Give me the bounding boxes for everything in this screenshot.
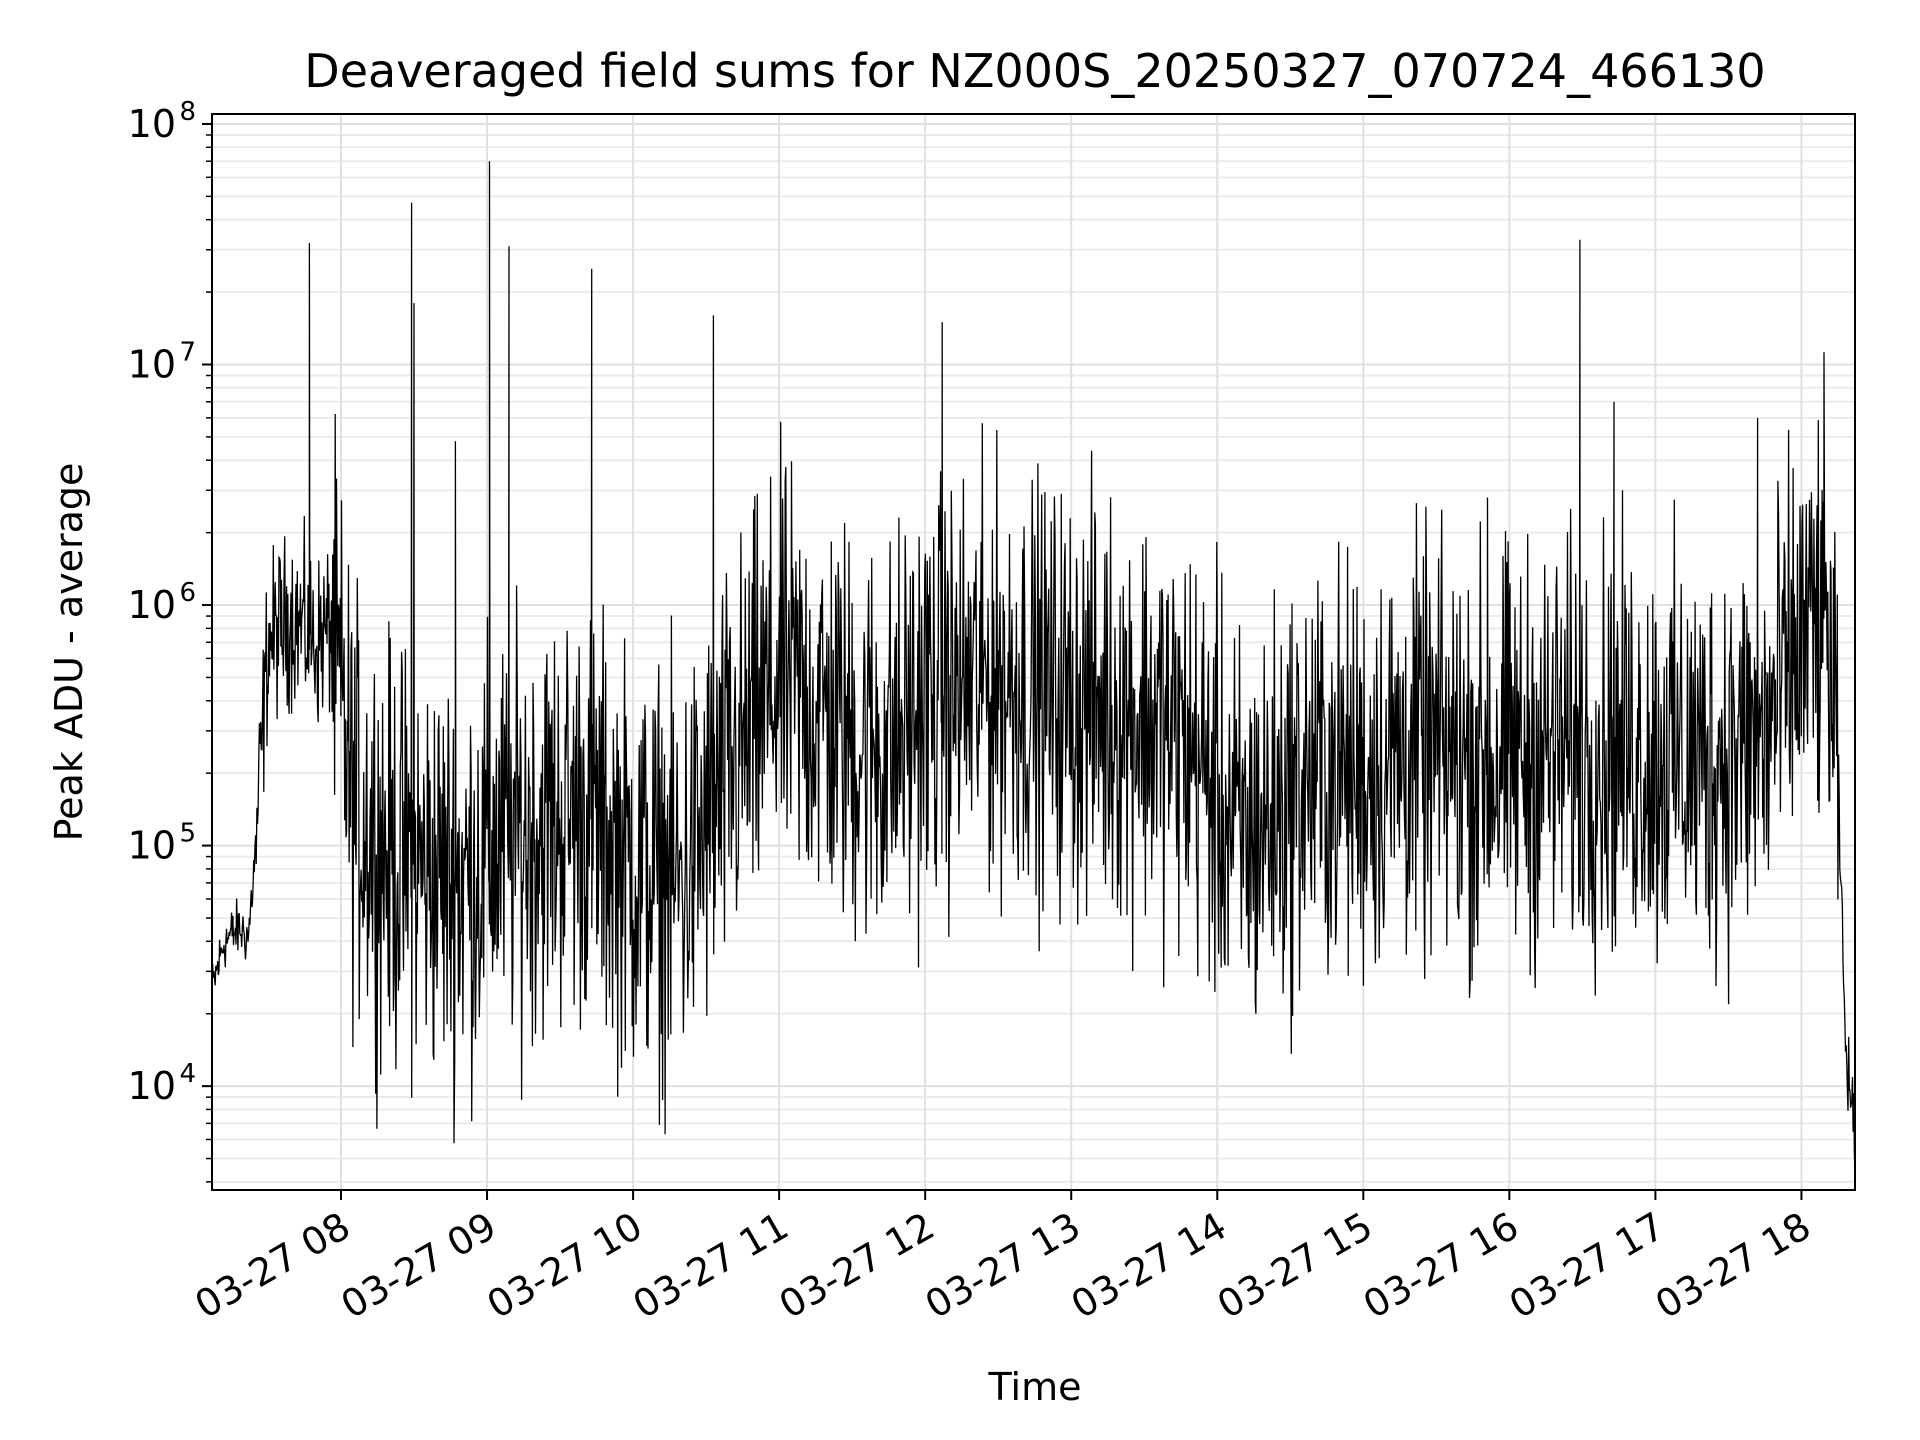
- x-tick-label: 03-27 12: [772, 1204, 942, 1328]
- axes-frame: [211, 113, 1856, 1191]
- x-tick-label: 03-27 18: [1648, 1204, 1818, 1328]
- x-tick-label: 03-27 14: [1064, 1204, 1234, 1328]
- grid: [212, 114, 1855, 1190]
- y-tick-label: 10: [128, 583, 176, 627]
- series-line: [212, 161, 1855, 1179]
- plot-area: [212, 161, 1855, 1179]
- y-tick-exponent: 6: [179, 578, 196, 608]
- y-axis-label: Peak ADU - average: [47, 463, 91, 842]
- x-tick-label: 03-27 13: [918, 1204, 1088, 1328]
- y-tick-label: 10: [128, 1064, 176, 1108]
- chart-title: Deaveraged field sums for NZ000S_2025032…: [304, 44, 1765, 98]
- y-tick-exponent: 8: [179, 97, 196, 127]
- x-tick-label: 03-27 10: [480, 1204, 650, 1328]
- x-tick-label: 03-27 09: [334, 1204, 504, 1328]
- x-tick-label: 03-27 08: [188, 1204, 358, 1328]
- x-tick-label: 03-27 11: [626, 1204, 796, 1328]
- y-tick-label: 10: [128, 824, 176, 868]
- x-tick-label: 03-27 15: [1210, 1204, 1380, 1328]
- y-tick-label: 10: [128, 343, 176, 387]
- x-axis-label: Time: [988, 1365, 1082, 1409]
- x-tick-label: 03-27 17: [1502, 1204, 1672, 1328]
- y-tick-exponent: 7: [179, 338, 196, 368]
- x-tick-label: 03-27 16: [1356, 1204, 1526, 1328]
- y-tick-label: 10: [128, 102, 176, 146]
- y-tick-exponent: 4: [179, 1059, 196, 1089]
- y-tick-exponent: 5: [179, 819, 196, 849]
